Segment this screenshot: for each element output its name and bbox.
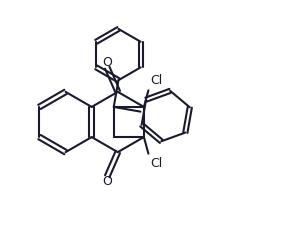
Text: O: O (102, 175, 112, 188)
Text: Cl: Cl (150, 74, 162, 87)
Text: Cl: Cl (150, 157, 162, 170)
Text: O: O (102, 56, 112, 69)
